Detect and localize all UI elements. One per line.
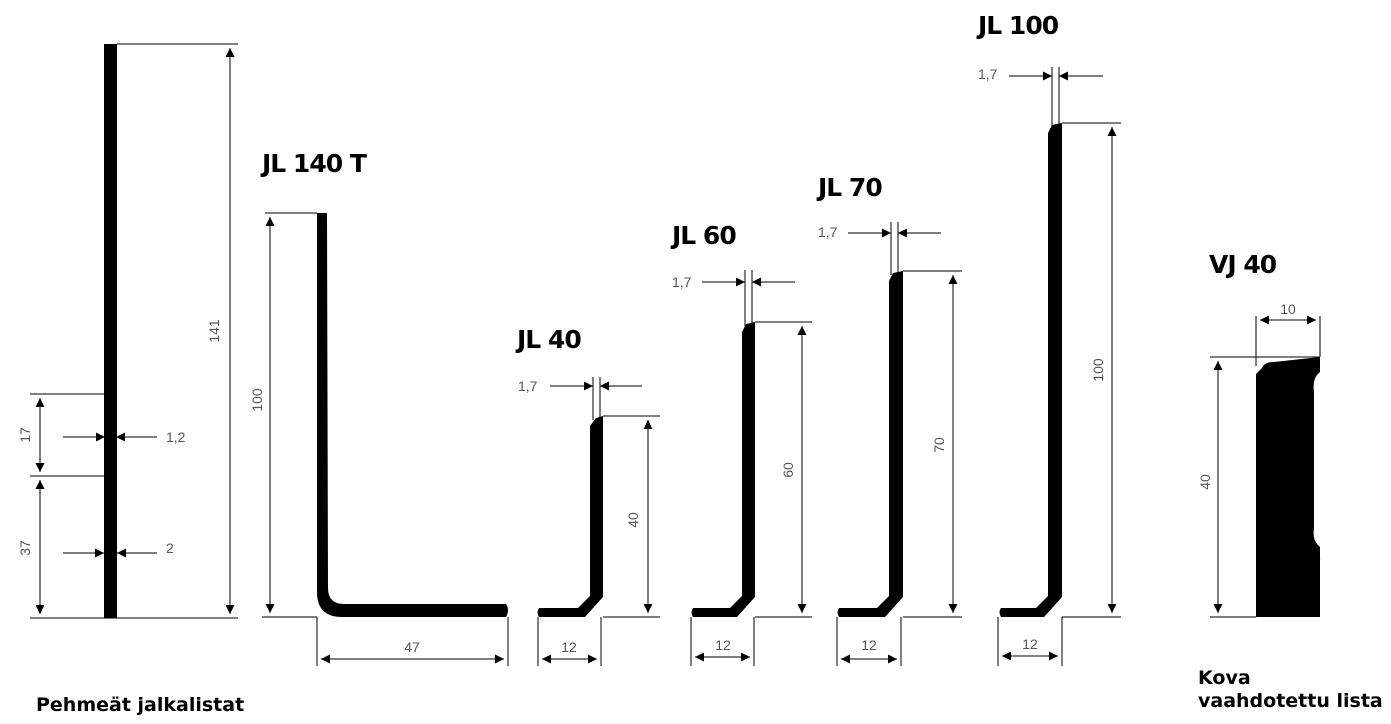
- profile-title: VJ 40: [1209, 250, 1277, 279]
- profile-jl-100: JL 100 1,7 100 12: [976, 11, 1121, 666]
- caption-hard-line1: Kova: [1198, 667, 1251, 689]
- profile-jl-140-t: JL 140 T 100 47: [249, 149, 509, 666]
- profile-shape: [1256, 357, 1320, 617]
- profile-title: JL 60: [670, 221, 736, 250]
- dim-height: 100: [1090, 358, 1106, 382]
- dim-height: 70: [931, 437, 947, 453]
- dim-thickness-top: 1,2: [166, 429, 186, 445]
- profile-shape: [837, 271, 903, 617]
- profile-shape: [104, 44, 117, 618]
- dim-17: 17: [17, 427, 33, 443]
- dim-height: 40: [1197, 474, 1213, 490]
- dim-width: 12: [715, 637, 731, 653]
- profile-jl-40: JL 40 1,7 40 12: [515, 325, 660, 666]
- dim-width: 12: [861, 637, 877, 653]
- profile-shape: [691, 322, 755, 617]
- dim-width: 12: [561, 639, 577, 655]
- dim-thickness-bottom: 2: [166, 540, 174, 556]
- profile-jl-60: JL 60 1,7 60 12: [670, 221, 812, 666]
- dim-thickness: 1,7: [518, 378, 538, 394]
- dim-height: 141: [206, 319, 222, 343]
- dim-height: 40: [625, 512, 641, 528]
- dim-thickness: 1,7: [672, 274, 692, 290]
- profile-soft-strip: 141 17 37 1,2 2: [17, 43, 238, 619]
- profile-title: JL 40: [515, 325, 581, 354]
- dim-width: 10: [1280, 301, 1296, 317]
- caption-hard-line2: vaahdotettu lista: [1198, 690, 1383, 712]
- dim-thickness: 1,7: [978, 66, 998, 82]
- dim-height: 100: [249, 388, 265, 412]
- dim-height: 60: [780, 462, 796, 478]
- profile-jl-70: JL 70 1,7 70 12: [816, 173, 962, 666]
- profile-shape: [537, 416, 603, 617]
- profile-vj-40: VJ 40 10 40: [1197, 250, 1321, 618]
- caption-soft: Pehmeät jalkalistat: [36, 694, 244, 716]
- profile-shape: [999, 123, 1062, 617]
- dim-37: 37: [17, 540, 33, 556]
- profile-shape: [317, 213, 508, 617]
- dim-width: 47: [404, 639, 420, 655]
- profile-title: JL 70: [816, 173, 882, 202]
- dim-thickness: 1,7: [818, 224, 838, 240]
- profile-title: JL 100: [976, 11, 1059, 40]
- dim-width: 12: [1022, 636, 1038, 652]
- profile-title: JL 140 T: [260, 149, 367, 178]
